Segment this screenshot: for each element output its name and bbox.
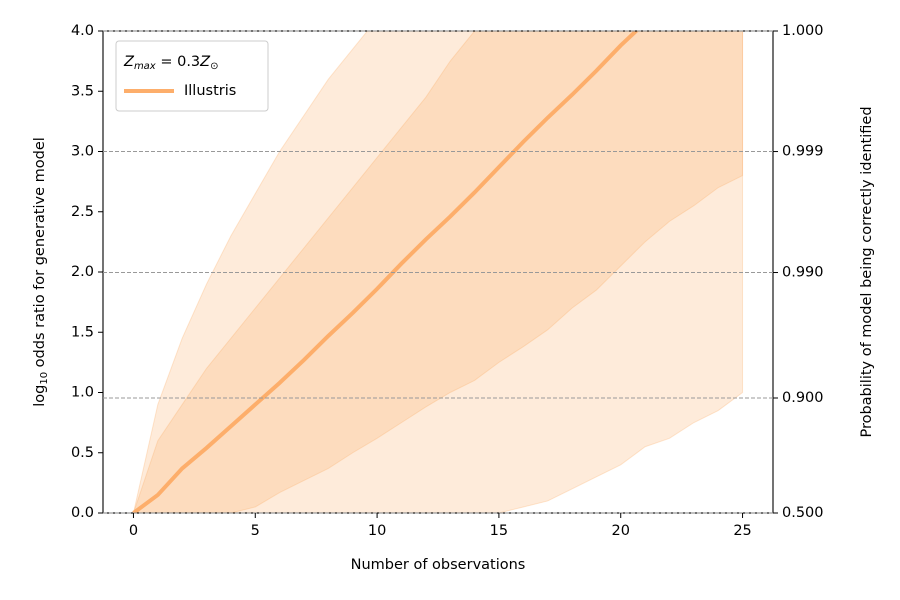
legend-title: Zmax = 0.3Z⊙: [123, 54, 219, 72]
legend-title-eq: = 0.3: [156, 54, 200, 70]
legend: Zmax = 0.3Z⊙ Illustris: [115, 40, 269, 112]
x-axis-label: Number of observations: [351, 557, 526, 573]
legend-box: [115, 40, 269, 112]
y-tick-label: 1.5: [71, 324, 94, 340]
x-tick-label: 25: [733, 523, 751, 539]
y2-tick-label: 1.000: [782, 23, 824, 39]
y-tick-label: 0.5: [71, 445, 94, 461]
y-axis-label: log10 odds ratio for generative model: [32, 137, 50, 407]
line: [132, 31, 640, 513]
y-tick-label: 0.0: [71, 505, 94, 521]
y2-tick-label: 0.999: [782, 144, 824, 160]
y-tick-label: 4.0: [71, 23, 94, 39]
legend-title-z2: Z: [199, 54, 211, 70]
y2-tick-label: 0.500: [782, 505, 824, 521]
y2-axis-label: Probability of model being correctly ide…: [859, 106, 875, 437]
legend-title-sub: max: [134, 61, 156, 72]
legend-title-sun: ⊙: [210, 61, 218, 72]
x-tick-label: 10: [368, 523, 386, 539]
legend-label: Illustris: [184, 83, 236, 99]
y-tick-label: 2.5: [71, 204, 94, 220]
y-label-sub: 10: [39, 372, 50, 385]
y-tick-label: 1.0: [71, 385, 94, 401]
y-tick-label: 3.5: [71, 83, 94, 99]
legend-title-z: Z: [123, 54, 135, 70]
y-tick-label: 2.0: [71, 264, 94, 280]
y2-tick-label: 0.900: [782, 390, 824, 406]
x-tick-label: 15: [490, 523, 508, 539]
y-label-text: odds ratio for generative model: [32, 137, 48, 372]
x-tick-label: 20: [612, 523, 630, 539]
y2-tick-label: 0.990: [782, 265, 824, 281]
y-tick-label: 3.0: [71, 144, 94, 160]
y-label-prefix: log: [32, 385, 48, 407]
x-tick-label: 5: [251, 523, 260, 539]
x-tick-label: 0: [129, 523, 138, 539]
